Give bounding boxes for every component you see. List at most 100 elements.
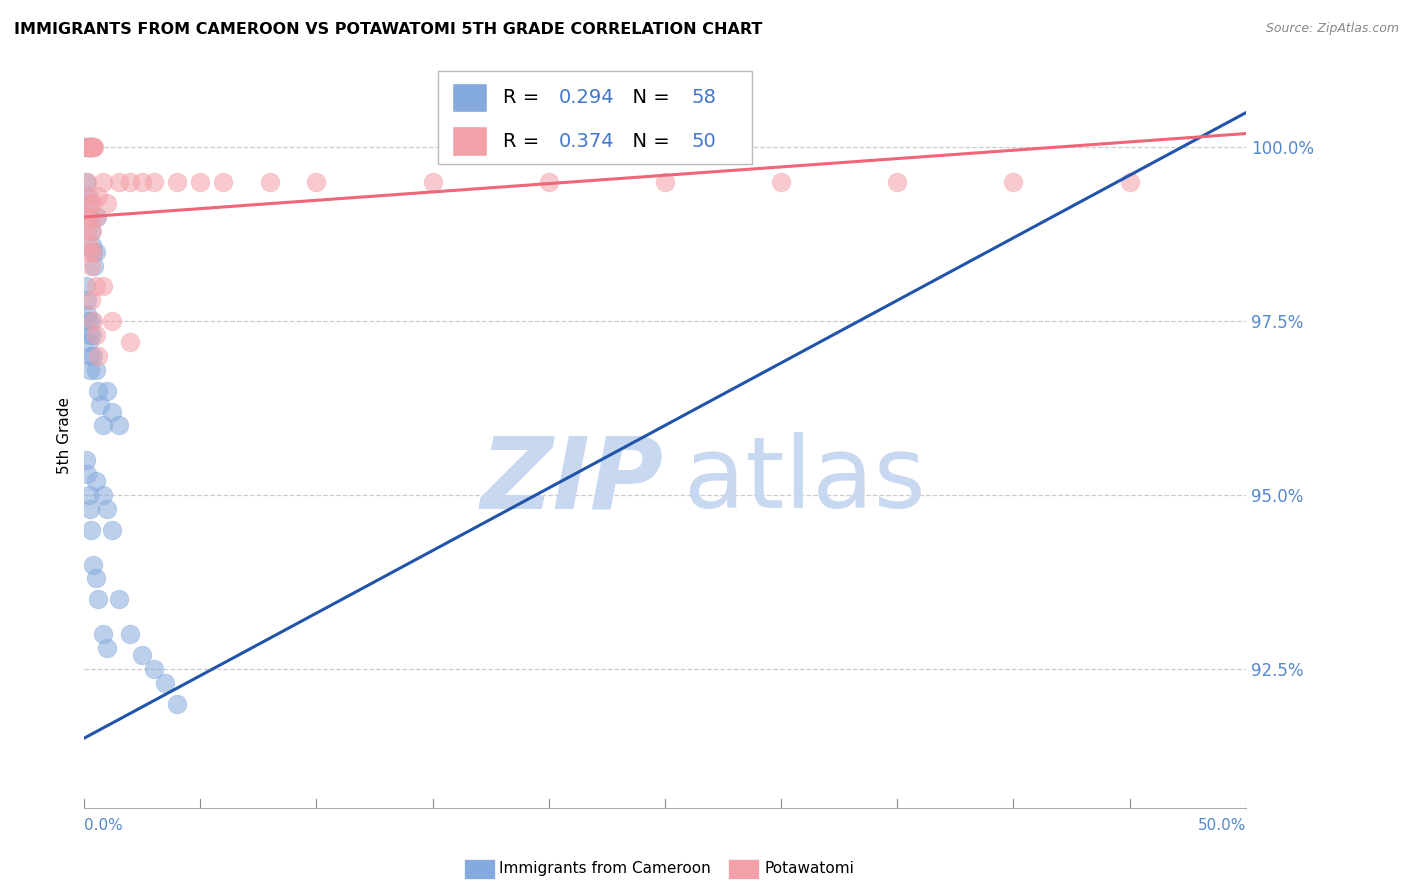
Text: R =: R =	[503, 132, 546, 151]
Point	[131, 175, 153, 189]
Text: Potawatomi: Potawatomi	[765, 862, 855, 876]
Point	[96, 196, 118, 211]
Point	[80, 523, 103, 537]
Point	[79, 363, 101, 377]
FancyBboxPatch shape	[453, 83, 486, 112]
Point	[77, 189, 100, 203]
Point	[75, 279, 97, 293]
Point	[101, 314, 124, 328]
Point	[142, 175, 165, 189]
Point	[91, 488, 114, 502]
Text: N =: N =	[620, 88, 676, 107]
Point	[80, 140, 103, 154]
Point	[84, 474, 107, 488]
Point	[79, 140, 101, 154]
Point	[886, 175, 908, 189]
Point	[77, 237, 100, 252]
Point	[108, 592, 131, 607]
Point	[1118, 175, 1140, 189]
Point	[77, 140, 100, 154]
Point	[75, 453, 97, 467]
Point	[80, 224, 103, 238]
Point	[76, 140, 98, 154]
Point	[83, 140, 105, 154]
Point	[80, 210, 103, 224]
Point	[96, 384, 118, 398]
Point	[76, 140, 98, 154]
Point	[212, 175, 235, 189]
Point	[77, 328, 100, 343]
Point	[80, 140, 103, 154]
Point	[79, 210, 101, 224]
Point	[131, 648, 153, 662]
Point	[82, 140, 104, 154]
Point	[80, 140, 103, 154]
Point	[75, 140, 97, 154]
Point	[76, 189, 98, 203]
Point	[89, 398, 111, 412]
Point	[87, 189, 110, 203]
Point	[770, 175, 793, 189]
Point	[76, 307, 98, 321]
Text: Source: ZipAtlas.com: Source: ZipAtlas.com	[1265, 22, 1399, 36]
Point	[82, 140, 104, 154]
Point	[79, 244, 101, 259]
Text: 0.294: 0.294	[560, 88, 614, 107]
Point	[91, 418, 114, 433]
Point	[87, 349, 110, 363]
Point	[101, 404, 124, 418]
Point	[82, 244, 104, 259]
Point	[79, 502, 101, 516]
Point	[76, 467, 98, 482]
Point	[305, 175, 328, 189]
Point	[82, 314, 104, 328]
Point	[84, 571, 107, 585]
Point	[76, 293, 98, 308]
Point	[77, 314, 100, 328]
Point	[82, 558, 104, 572]
Point	[86, 210, 108, 224]
Text: ZIP: ZIP	[481, 432, 664, 529]
Point	[87, 592, 110, 607]
Point	[654, 175, 676, 189]
Point	[76, 224, 98, 238]
Point	[77, 335, 100, 350]
Point	[96, 640, 118, 655]
Point	[537, 175, 560, 189]
Point	[75, 210, 97, 224]
Point	[84, 279, 107, 293]
Point	[77, 140, 100, 154]
Point	[84, 363, 107, 377]
Point	[166, 697, 188, 711]
Point	[82, 349, 104, 363]
Point	[76, 175, 98, 189]
Point	[108, 418, 131, 433]
Text: IMMIGRANTS FROM CAMEROON VS POTAWATOMI 5TH GRADE CORRELATION CHART: IMMIGRANTS FROM CAMEROON VS POTAWATOMI 5…	[14, 22, 762, 37]
Point	[87, 384, 110, 398]
Text: R =: R =	[503, 88, 546, 107]
Text: N =: N =	[620, 132, 676, 151]
Point	[80, 259, 103, 273]
Point	[82, 196, 104, 211]
Point	[82, 328, 104, 343]
Point	[79, 140, 101, 154]
Point	[77, 140, 100, 154]
Point	[84, 244, 107, 259]
Point	[259, 175, 281, 189]
Point	[80, 293, 103, 308]
Point	[77, 488, 100, 502]
Point	[79, 140, 101, 154]
Point	[91, 279, 114, 293]
Point	[101, 523, 124, 537]
Point	[188, 175, 211, 189]
Text: 58: 58	[692, 88, 717, 107]
Point	[77, 196, 100, 211]
Point	[120, 175, 142, 189]
Point	[166, 175, 188, 189]
Point	[84, 328, 107, 343]
Text: 0.374: 0.374	[560, 132, 614, 151]
Point	[80, 314, 103, 328]
Point	[120, 335, 142, 350]
FancyBboxPatch shape	[439, 71, 752, 164]
Text: 0.0%: 0.0%	[84, 818, 122, 833]
